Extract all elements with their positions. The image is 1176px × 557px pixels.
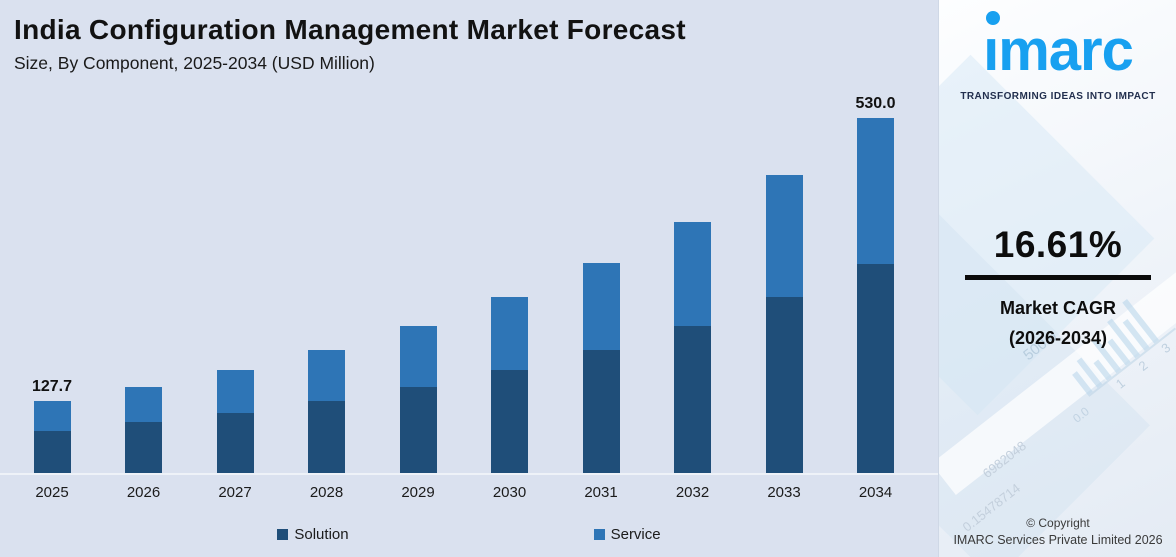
cagr-divider	[965, 275, 1151, 280]
bar-solution-2025	[33, 430, 71, 473]
bar-service-2031	[582, 263, 620, 350]
imarc-logo: ımarc	[939, 11, 1176, 80]
x-tick-2029: 2029	[401, 484, 435, 501]
x-tick-2034: 2034	[858, 484, 893, 501]
bar-service-2029	[399, 325, 437, 387]
solution-swatch-icon	[277, 529, 289, 540]
bar-solution-2033	[765, 297, 803, 473]
x-axis-line	[0, 473, 938, 475]
bar-service-2030	[491, 297, 528, 370]
chart-title: India Configuration Management Market Fo…	[14, 14, 686, 45]
watermark-axis-min: 0.0	[1070, 404, 1092, 426]
watermark-number: 6982048	[979, 438, 1029, 481]
cagr-label-line1: Market CAGR	[999, 298, 1117, 318]
copyright-line1: © Copyright	[1026, 515, 1090, 530]
bar-service-2027	[216, 369, 254, 414]
bar-solution-2034	[857, 263, 894, 473]
cagr-value: 16.61%	[993, 224, 1123, 265]
chart-legend: Solution Service	[0, 526, 938, 543]
bar-solution-2029	[399, 386, 437, 473]
x-tick-2027: 2027	[218, 484, 252, 501]
x-tick-2028: 2028	[309, 484, 344, 501]
watermark-bar	[1072, 371, 1093, 396]
bar-solution-2031	[582, 349, 620, 473]
logo-tagline: TRANSFORMING IDEAS INTO IMPACT	[960, 91, 1156, 102]
bar-solution-2026	[125, 422, 162, 473]
bar-service-2033	[765, 174, 803, 298]
bar-value-label-2025: 127.7	[31, 378, 73, 396]
bar-service-2025	[33, 401, 71, 431]
service-swatch-icon	[593, 529, 605, 540]
x-tick-2032: 2032	[675, 484, 710, 501]
chart-section: India Configuration Management Market Fo…	[0, 0, 938, 557]
cagr-block: 16.61% Market CAGR (2026-2034)	[939, 224, 1176, 353]
bar-service-2028	[308, 349, 345, 401]
chart-subtitle: Size, By Component, 2025-2034 (USD Milli…	[14, 53, 375, 74]
x-tick-2033: 2033	[767, 484, 801, 501]
x-tick-2025: 2025	[35, 484, 69, 501]
legend-label-service: Service	[610, 526, 661, 543]
legend-label-solution: Solution	[294, 526, 349, 543]
x-tick-2030: 2030	[492, 484, 527, 501]
bar-solution-2032	[674, 325, 711, 473]
watermark-bar	[1093, 359, 1112, 381]
logo-dot-icon	[986, 11, 1001, 25]
chart-header: India Configuration Management Market Fo…	[14, 14, 914, 74]
watermark-bar	[1076, 357, 1103, 388]
bar-solution-2027	[216, 413, 254, 473]
copyright: © Copyright IMARC Services Private Limit…	[939, 515, 1176, 549]
legend-item-solution: Solution	[277, 526, 349, 543]
bar-service-2032	[674, 222, 711, 326]
x-tick-2026: 2026	[126, 484, 161, 501]
x-tick-2031: 2031	[584, 484, 618, 501]
bar-solution-2028	[308, 400, 345, 473]
logo-word: ımarc	[983, 11, 1134, 80]
logo-text: ımarc	[983, 18, 1134, 83]
bar-solution-2030	[491, 369, 528, 473]
cagr-label-line2: (2026-2034)	[1008, 327, 1108, 348]
legend-item-service: Service	[593, 526, 661, 543]
bar-service-2034	[857, 118, 894, 264]
bar-value-label-2034: 530.0	[855, 95, 896, 113]
brand-panel: 500.0 0.0 1 2 3 4 6982048 0.15478714 ıma…	[938, 0, 1176, 557]
copyright-line2: IMARC Services Private Limited 2026	[953, 532, 1163, 547]
bar-service-2026	[125, 386, 162, 423]
